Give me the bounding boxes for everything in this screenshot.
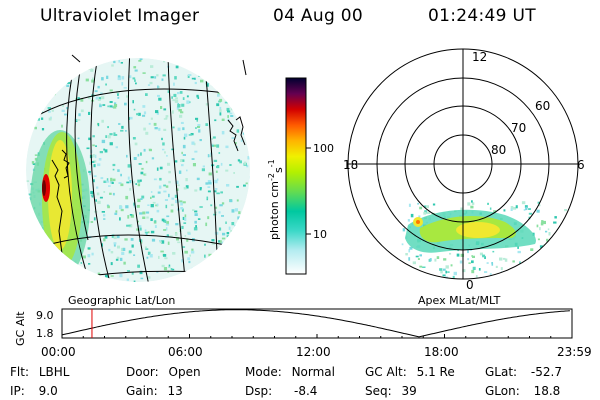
door-label: Door:: [126, 365, 159, 379]
xtick-1200: 12:00: [296, 345, 331, 359]
door-value: Open: [168, 365, 201, 379]
colorbar-tick-10: 10: [313, 228, 327, 241]
mlat-label-70: 70: [511, 121, 526, 135]
seq-label: Seq:: [365, 384, 392, 398]
mlat-label-80: 80: [491, 143, 506, 157]
date-label: 04 Aug 00: [273, 6, 363, 26]
glat-value: -52.7: [530, 365, 562, 379]
gcalt-label: GC Alt:: [365, 365, 407, 379]
seq-row: Seq: 39: [365, 384, 417, 398]
xtick-2359: 23:59: [557, 345, 592, 359]
polar-plot-panel: [347, 48, 579, 280]
flt-label: Flt:: [10, 365, 29, 379]
gc-alt-plot: [61, 308, 573, 339]
glat-label: GLat:: [485, 365, 518, 379]
mlt-label-6: 6: [577, 158, 585, 172]
dsp-row: Dsp: -8.4: [245, 384, 317, 398]
instrument-title: Ultraviolet Imager: [40, 6, 200, 26]
gc-alt-ytick-1-8: 1.8: [36, 327, 54, 340]
glon-row: GLon: 18.8: [485, 384, 560, 398]
mlat-label-60: 60: [535, 99, 550, 113]
dsp-value: -8.4: [293, 384, 318, 398]
xtick-1800: 18:00: [424, 345, 459, 359]
glat-row: GLat: -52.7: [485, 365, 562, 379]
colorbar: [285, 77, 311, 275]
geo-caption: Geographic Lat/Lon: [68, 294, 175, 307]
xtick-0000: 00:00: [41, 345, 76, 359]
ip-row: IP: 9.0: [10, 384, 58, 398]
glon-value: 18.8: [533, 384, 561, 398]
ip-value: 9.0: [38, 384, 58, 398]
gain-label: Gain:: [126, 384, 158, 398]
gain-value: 13: [167, 384, 183, 398]
mlt-label-0: 0: [466, 278, 474, 292]
mlt-label-18: 18: [343, 158, 358, 172]
mode-value: Normal: [291, 365, 335, 379]
gcalt-row: GC Alt: 5.1 Re: [365, 365, 455, 379]
mlt-label-12: 12: [472, 50, 487, 64]
gc-alt-curve: [61, 309, 570, 338]
gcalt-value: 5.1 Re: [416, 365, 455, 379]
mode-label: Mode:: [245, 365, 282, 379]
geo-image-panel: [26, 54, 250, 282]
gc-alt-ylabel: GC Alt: [14, 311, 27, 346]
dsp-label: Dsp:: [245, 384, 273, 398]
seq-value: 39: [401, 384, 417, 398]
polar-caption: Apex MLat/MLT: [418, 294, 501, 307]
door-row: Door: Open: [126, 365, 201, 379]
xtick-0600: 06:00: [168, 345, 203, 359]
colorbar-tick-100: 100: [313, 142, 334, 155]
ip-label: IP:: [10, 384, 25, 398]
gc-alt-ytick-9: 9.0: [36, 309, 54, 322]
time-label: 01:24:49 UT: [428, 6, 536, 26]
mode-row: Mode: Normal: [245, 365, 335, 379]
flt-value: LBHL: [38, 365, 70, 379]
glon-label: GLon:: [485, 384, 520, 398]
colorbar-unit-label: photon cm-2s-1: [267, 159, 285, 240]
gain-row: Gain: 13: [126, 384, 183, 398]
flt-row: Flt: LBHL: [10, 365, 69, 379]
